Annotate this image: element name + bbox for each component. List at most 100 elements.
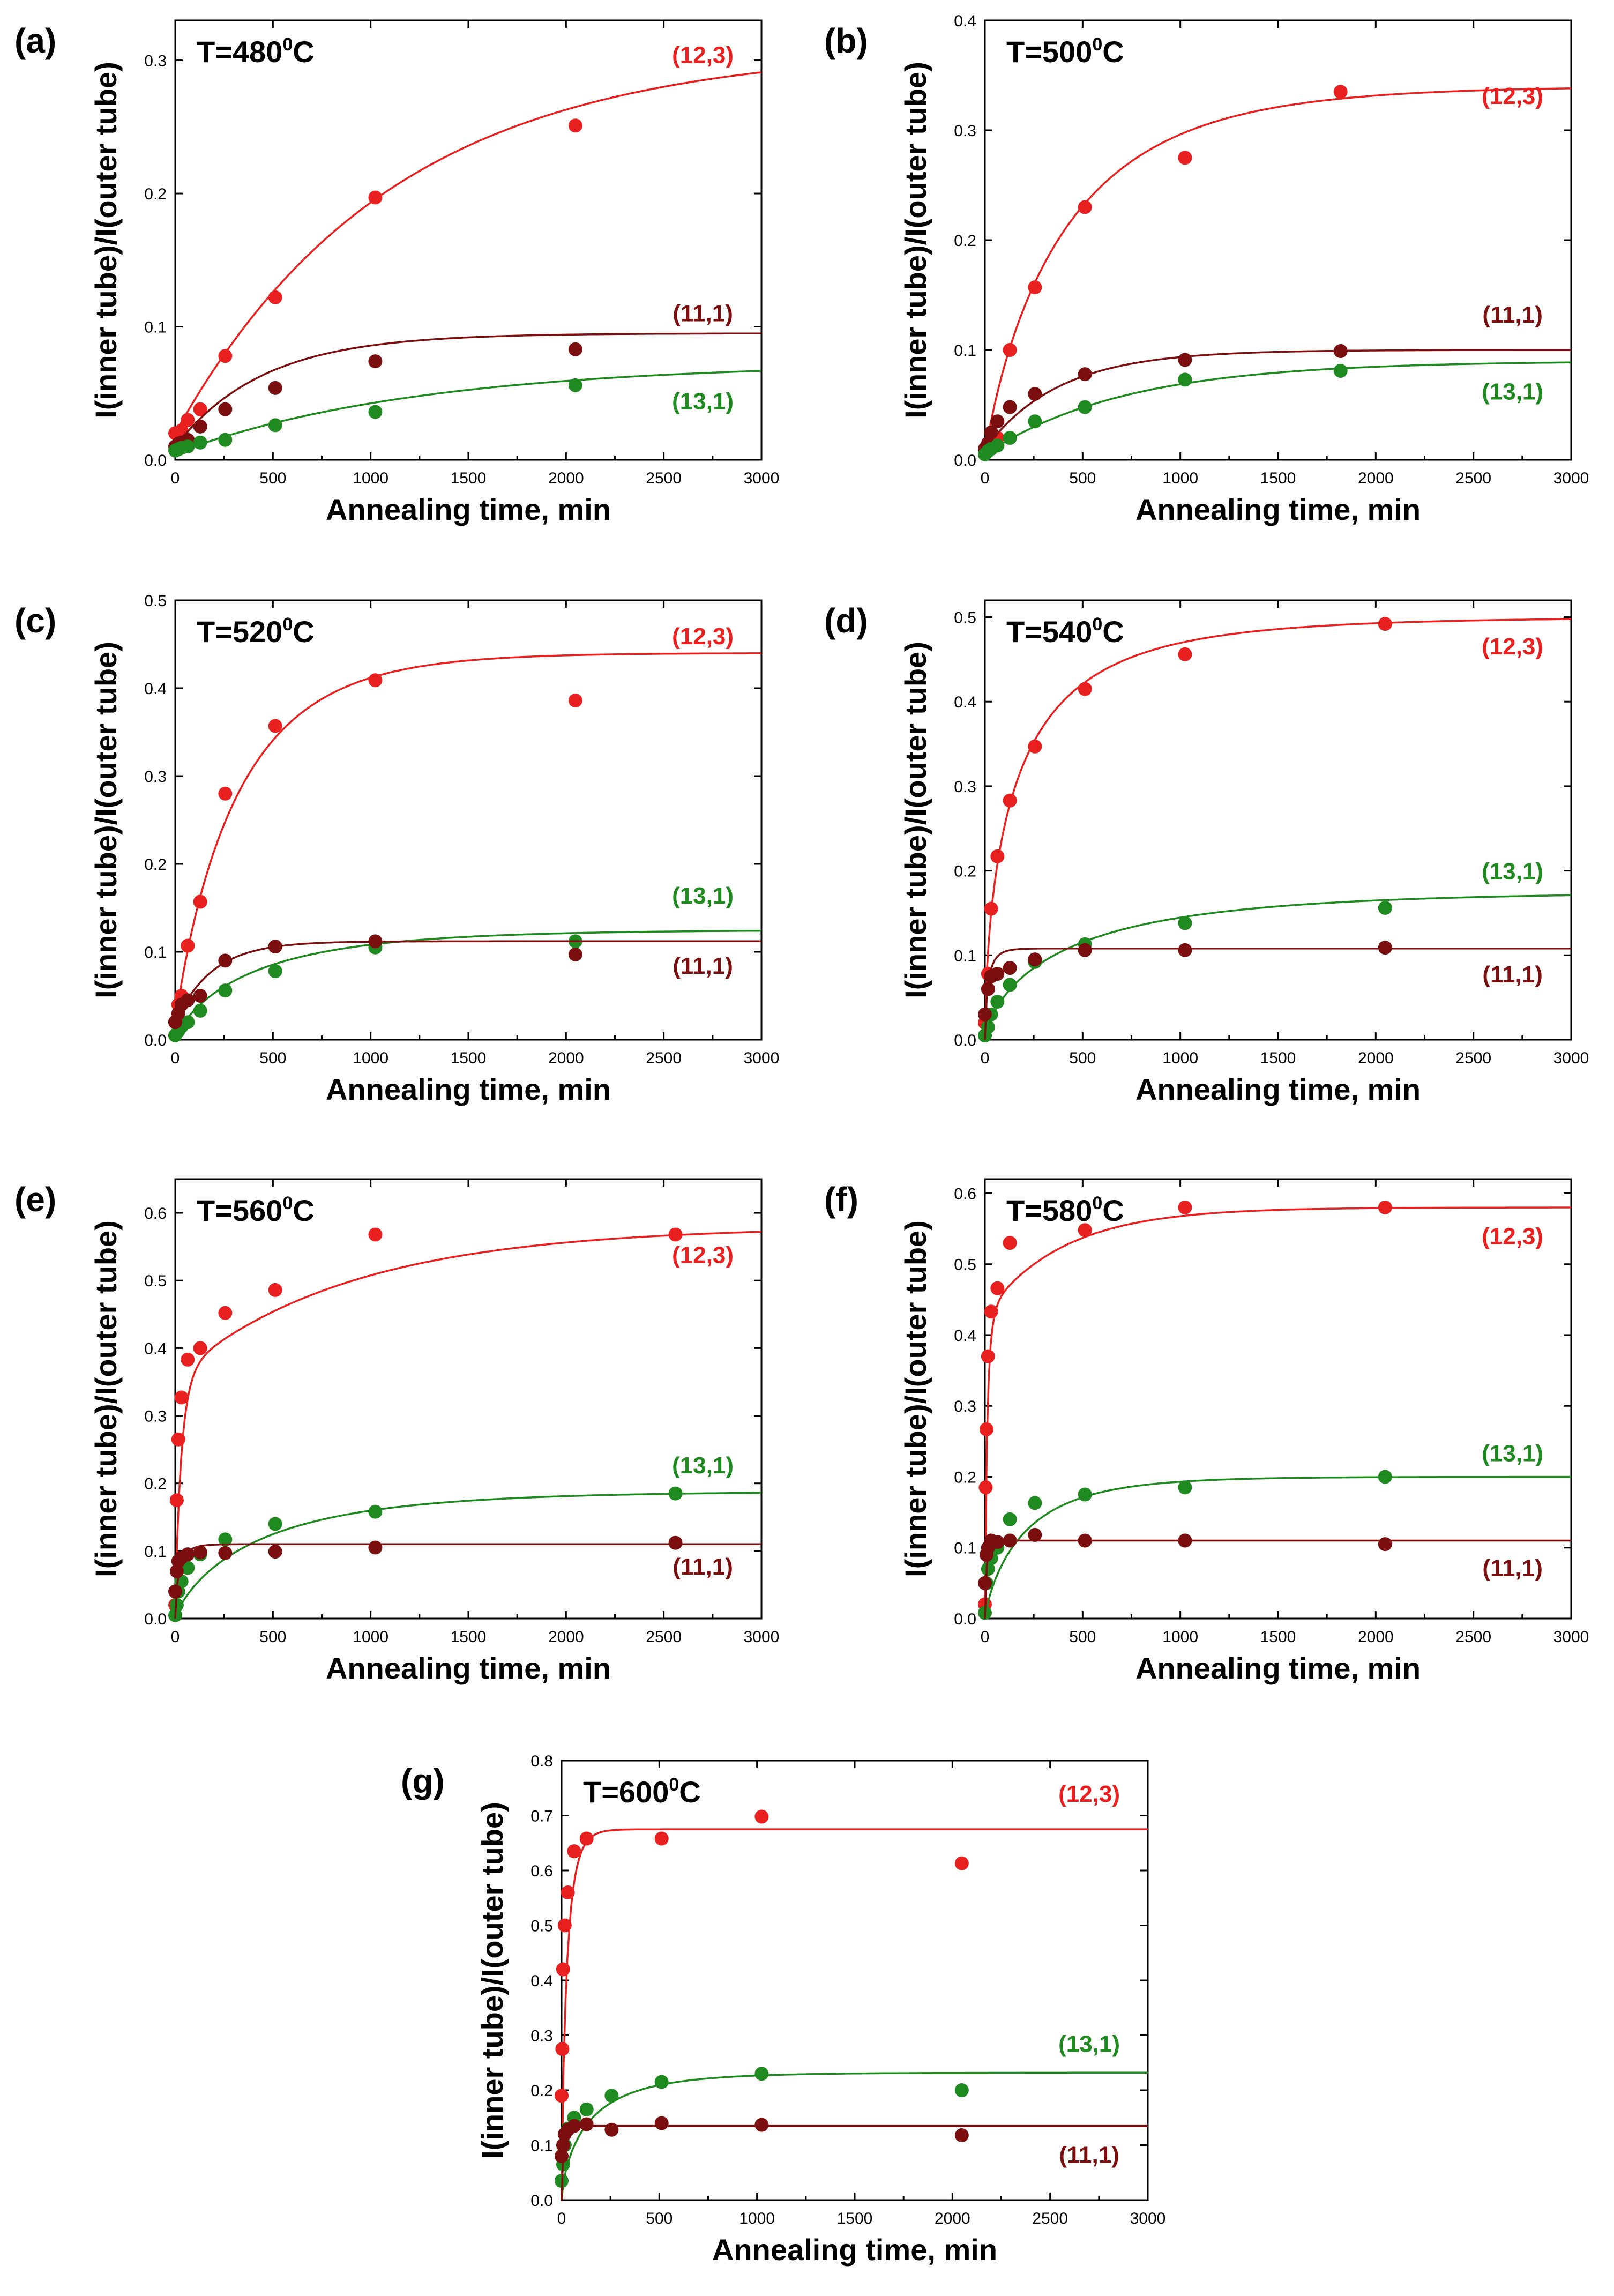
data-point	[218, 953, 233, 968]
series-label: (12,3)	[1482, 83, 1543, 109]
x-tick-label: 2500	[1455, 1628, 1491, 1646]
data-point	[368, 673, 383, 688]
data-point	[368, 190, 383, 205]
data-point	[181, 993, 195, 1008]
data-point	[268, 381, 282, 395]
x-tick-label: 1000	[739, 2210, 775, 2227]
data-point	[668, 1486, 683, 1501]
data-point	[168, 1584, 182, 1599]
x-tick-label: 0	[171, 1628, 180, 1646]
temperature-degree-sup: 0	[282, 1193, 293, 1213]
x-axis-title: Annealing time, min	[1135, 1651, 1421, 1685]
x-tick-label: 1500	[1260, 1628, 1296, 1646]
data-point	[268, 290, 282, 304]
data-point	[268, 964, 282, 979]
data-point	[218, 1546, 233, 1560]
y-tick-label: 0.1	[954, 342, 976, 360]
x-tick-label: 2500	[646, 469, 682, 487]
data-point	[1378, 1200, 1392, 1214]
y-tick-label: 0.6	[144, 1205, 167, 1222]
data-point	[555, 2042, 570, 2056]
y-axis-title: I(inner tube)/I(outer tube)	[899, 1220, 932, 1577]
data-point	[981, 982, 995, 996]
data-point	[568, 118, 582, 133]
temperature-degree-sup: 0	[282, 34, 293, 55]
y-tick-label: 0.0	[954, 1032, 976, 1049]
y-tick-label: 0.3	[954, 1398, 976, 1415]
data-point	[193, 1545, 207, 1560]
data-point	[1028, 1527, 1042, 1542]
temperature-value: T=580	[1006, 1194, 1092, 1227]
data-point	[1378, 1537, 1392, 1552]
data-point	[654, 2075, 669, 2089]
data-point	[268, 418, 282, 433]
data-point	[1078, 943, 1092, 957]
temperature-value: T=480	[197, 35, 282, 69]
data-point	[1003, 1236, 1017, 1250]
x-tick-label: 1500	[451, 1628, 487, 1646]
y-tick-label: 0.5	[144, 1272, 167, 1290]
y-tick-label: 0.2	[144, 185, 167, 203]
y-tick-label: 0.8	[530, 1753, 553, 1770]
series-label: (13,1)	[672, 883, 734, 909]
data-point	[668, 1227, 683, 1242]
x-tick-label: 500	[259, 1049, 286, 1067]
plot-frame	[561, 1760, 1149, 2201]
y-tick-label: 0.4	[954, 694, 976, 711]
fit-curve-3	[984, 361, 1571, 456]
data-point	[954, 2083, 969, 2097]
x-tick-label: 500	[259, 1628, 286, 1646]
x-tick-label: 3000	[744, 1049, 780, 1067]
data-point	[1333, 85, 1348, 99]
data-point	[1178, 1480, 1192, 1495]
x-tick-label: 2000	[1358, 1049, 1394, 1067]
y-axis-title: I(inner tube)/I(outer tube)	[475, 1802, 509, 2159]
x-tick-label: 2000	[548, 1628, 584, 1646]
data-point	[368, 1504, 383, 1519]
fit-curve-2	[174, 1492, 761, 1619]
data-point	[181, 1015, 195, 1030]
data-point	[181, 439, 195, 454]
data-point	[1003, 343, 1017, 357]
data-point	[1378, 617, 1392, 631]
data-point	[193, 419, 207, 434]
y-tick-label: 0.0	[144, 1032, 167, 1049]
data-point	[1028, 739, 1042, 754]
x-tick-label: 0	[981, 1628, 990, 1646]
x-tick-label: 2500	[1455, 1049, 1491, 1067]
data-point	[568, 947, 582, 961]
temperature-degree-sup: 0	[1092, 34, 1102, 55]
data-point	[268, 1283, 282, 1297]
panel-letter: (e)	[14, 1180, 56, 1219]
x-tick-label: 500	[259, 469, 286, 487]
y-tick-label: 0.3	[530, 2027, 553, 2045]
data-point	[754, 2118, 769, 2132]
data-point	[567, 2119, 581, 2133]
x-tick-label: 2500	[646, 1628, 682, 1646]
chart-panel-6: (f) 0 500 1000 1500 2000 2500 3000 0.0 0.1 0.2 0.3 0…	[824, 1178, 1589, 1685]
temperature-label: T=5800C	[1006, 1193, 1124, 1227]
series-label: (13,1)	[1058, 2031, 1120, 2057]
data-point	[654, 1831, 669, 1846]
data-point	[1333, 363, 1348, 378]
y-tick-label: 0.2	[144, 1475, 167, 1493]
data-point	[1178, 1200, 1192, 1214]
data-point	[193, 1341, 207, 1355]
data-point	[568, 693, 582, 707]
y-tick-label: 0.1	[144, 1543, 167, 1561]
data-point	[1028, 387, 1042, 401]
y-tick-label: 0.4	[144, 1340, 167, 1358]
x-tick-label: 1500	[451, 1049, 487, 1067]
x-tick-label: 3000	[1553, 1049, 1589, 1067]
data-point	[1003, 1512, 1017, 1526]
x-tick-label: 1500	[837, 2210, 873, 2227]
x-tick-label: 500	[1069, 1628, 1096, 1646]
data-point	[981, 1562, 995, 1576]
data-point	[268, 940, 282, 954]
data-point	[1078, 400, 1092, 414]
series-label: (11,1)	[672, 1554, 733, 1580]
fit-curve-2	[984, 1475, 1571, 1619]
y-tick-label: 0.3	[954, 778, 976, 796]
x-tick-label: 0	[557, 2210, 566, 2227]
data-point	[557, 1918, 572, 1933]
